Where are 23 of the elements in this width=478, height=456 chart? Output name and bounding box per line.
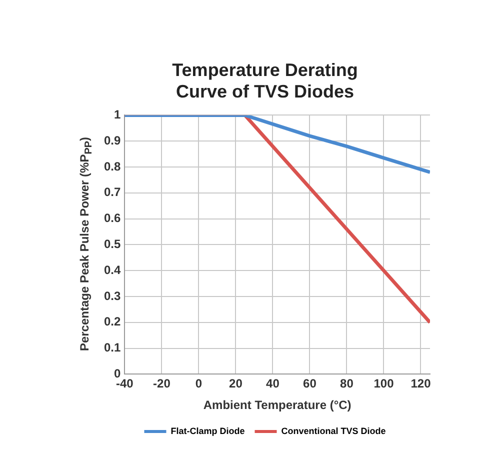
y-tick-label: 0.1 — [104, 340, 121, 355]
x-tick-label: 40 — [266, 376, 280, 391]
x-tick-label: 20 — [229, 376, 243, 391]
y-tick-label: 0.5 — [104, 237, 121, 252]
x-tick-label: 120 — [410, 376, 432, 391]
x-tick-label: 100 — [374, 376, 394, 391]
y-tick-label: 0.9 — [104, 133, 121, 148]
legend-label: Conventional TVS Diode — [281, 426, 386, 436]
y-tick-label: 0.2 — [104, 314, 121, 329]
y-tick-label: 0.4 — [104, 262, 121, 277]
x-tick-label: 0 — [195, 376, 202, 391]
text: Curve of TVS Diodes — [176, 81, 354, 102]
x-tick-label: -20 — [153, 376, 171, 391]
y-tick-label: 0.3 — [104, 288, 121, 303]
x-tick-label: 60 — [303, 376, 317, 391]
x-axis-title: Ambient Temperature (°C) — [203, 398, 352, 412]
y-tick-label: 0.7 — [104, 185, 121, 200]
y-tick-label: 1 — [114, 108, 121, 122]
y-tick-label: 0.8 — [104, 159, 121, 174]
legend-label: Flat-Clamp Diode — [170, 426, 245, 436]
x-tick-label: 80 — [340, 376, 354, 391]
y-tick-label: 0.6 — [104, 211, 121, 226]
text: Temperature Derating — [172, 60, 358, 80]
